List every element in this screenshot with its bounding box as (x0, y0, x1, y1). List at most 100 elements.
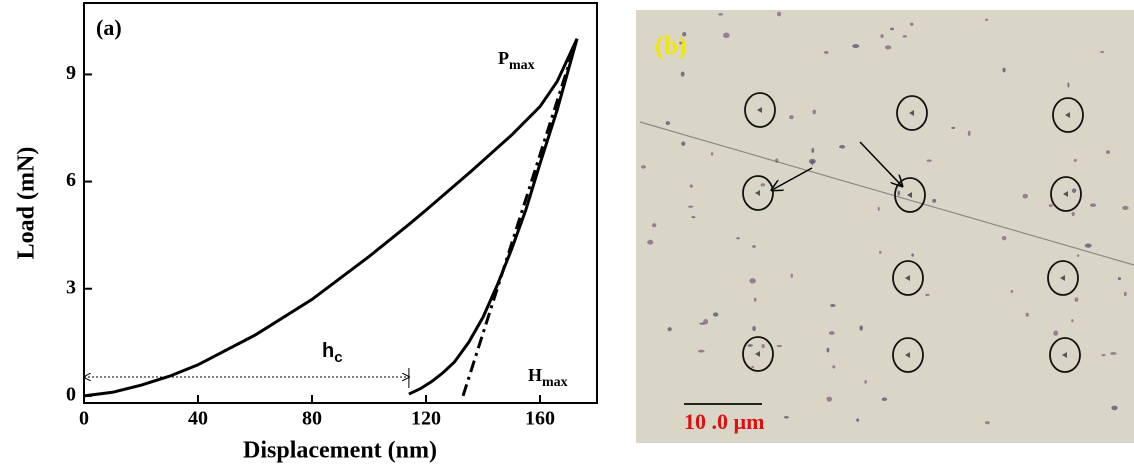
speck (752, 245, 756, 248)
micrograph-label: (b) (655, 31, 687, 60)
speck (1122, 206, 1128, 210)
speck (1111, 406, 1117, 411)
speck (784, 416, 789, 419)
annotation-sub: max (542, 375, 568, 390)
annotation-text: h (322, 340, 334, 362)
speck (882, 397, 887, 401)
speck (718, 13, 723, 15)
speck (688, 206, 694, 208)
speck (927, 159, 932, 161)
speck (1072, 212, 1075, 216)
speck (885, 45, 891, 49)
speck (1049, 204, 1053, 207)
speck (897, 191, 900, 196)
figure: (a) Displacement (nm) Load (mN) Pmax Hma… (0, 0, 1134, 471)
data-line (463, 39, 577, 396)
x-tick-label: 120 (411, 408, 441, 430)
speck (777, 12, 781, 17)
x-tick-label: 0 (79, 408, 89, 430)
speck (736, 237, 740, 239)
x-tick-label: 80 (302, 408, 322, 430)
speck (679, 42, 682, 45)
speck (864, 380, 867, 384)
x-axis-label: Displacement (nm) (243, 438, 437, 464)
speck (1022, 194, 1028, 199)
speck (703, 319, 708, 324)
speck (1124, 292, 1127, 296)
speck (809, 159, 816, 164)
annotation-sub: c (334, 349, 342, 366)
speck (747, 344, 752, 347)
speck (1002, 68, 1005, 73)
speck (1110, 352, 1117, 355)
speck (711, 152, 714, 155)
y-tick-label: 3 (66, 276, 76, 298)
speck (880, 34, 883, 38)
speck (859, 325, 863, 330)
micrograph: (b) 10 .0 µm (636, 10, 1134, 443)
speck (791, 273, 793, 277)
speck (827, 396, 832, 401)
speck (910, 23, 914, 26)
y-tick-label: 6 (66, 169, 76, 191)
speck (879, 251, 882, 254)
speck (824, 51, 829, 54)
speck (1053, 331, 1058, 336)
speck (826, 348, 829, 353)
y-tick-label: 0 (66, 383, 76, 405)
speck (1077, 254, 1079, 257)
speck (775, 158, 778, 163)
speck (1118, 277, 1121, 280)
speck (839, 145, 845, 149)
speck (698, 350, 704, 353)
speck (1072, 188, 1076, 193)
speck (666, 121, 670, 125)
speck (890, 28, 894, 31)
speck (713, 312, 718, 316)
speck (925, 294, 929, 296)
speck (647, 240, 653, 245)
speck (852, 44, 859, 48)
speck (691, 216, 695, 218)
data-line (409, 39, 577, 394)
speck (762, 344, 765, 348)
speck (968, 131, 971, 137)
speck (1002, 236, 1007, 240)
speck (789, 115, 794, 119)
panel-label: (a) (96, 15, 122, 40)
annotation: Pmax (498, 48, 535, 73)
speck (1011, 290, 1014, 293)
speck (1100, 51, 1104, 53)
annotation-text: P (498, 48, 509, 68)
speck (752, 326, 756, 331)
speck (749, 278, 755, 283)
speck (777, 345, 782, 347)
speck (811, 148, 814, 153)
speck (681, 71, 685, 76)
speck (832, 365, 835, 368)
speck (690, 184, 693, 187)
speck (1025, 313, 1028, 317)
speck (723, 33, 730, 38)
speck (911, 253, 914, 256)
speck (813, 109, 816, 114)
annotation: Hmax (528, 365, 568, 390)
y-axis-label: Load (mN) (14, 147, 40, 260)
speck (668, 327, 672, 331)
annotation-text: H (528, 365, 542, 385)
speck (681, 142, 685, 146)
speck (1075, 297, 1079, 302)
speck (878, 207, 880, 211)
speck (1074, 159, 1077, 162)
speck (829, 331, 835, 335)
speck (1102, 354, 1106, 356)
speck (985, 421, 990, 424)
scale-bar-label: 10 .0 µm (684, 409, 765, 434)
speck (754, 298, 757, 302)
speck (1071, 319, 1073, 322)
speck (903, 35, 907, 38)
speck (761, 183, 766, 186)
x-tick-label: 160 (525, 408, 555, 430)
speck (1106, 150, 1110, 154)
micrograph-background (636, 10, 1134, 443)
